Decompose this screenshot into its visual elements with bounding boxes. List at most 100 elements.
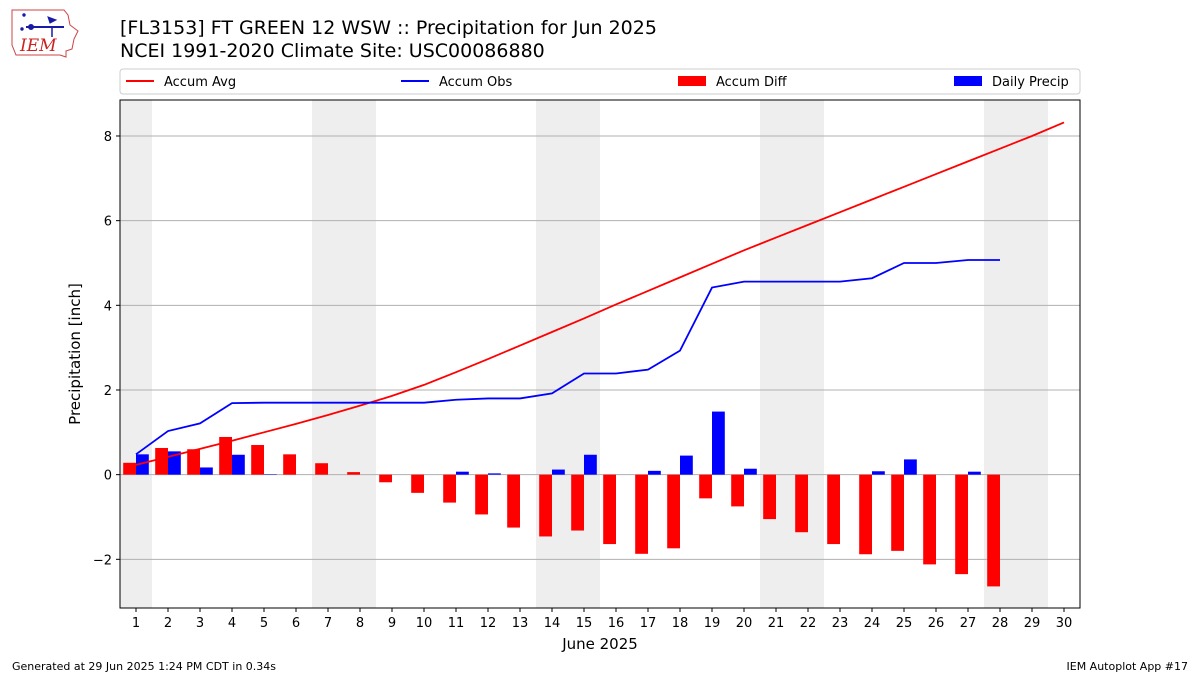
x-tick-label: 11 <box>448 616 465 631</box>
accum-diff-bar-day-7 <box>315 463 328 475</box>
accum-diff-bar-day-24 <box>859 474 872 555</box>
daily-precip-bar-day-25 <box>904 459 917 475</box>
daily-precip-bar-day-14 <box>552 469 565 475</box>
daily-precip-bar-day-19 <box>712 411 725 475</box>
accum-avg-line <box>135 121 1065 466</box>
plot-frame <box>119 99 1081 609</box>
accum-diff-bar-day-12 <box>475 474 488 515</box>
accum-diff-bar-day-18 <box>667 474 680 549</box>
x-tick-label: 4 <box>228 616 236 631</box>
x-tick-label: 17 <box>640 616 657 631</box>
x-tick-label: 27 <box>960 616 977 631</box>
x-tick-label: 30 <box>1056 616 1073 631</box>
legend-swatch-accum-diff <box>678 76 706 86</box>
accum-diff-bar-day-19 <box>699 474 712 499</box>
daily-precip-bar-day-18 <box>680 455 693 475</box>
x-tick-label: 7 <box>324 616 332 631</box>
daily-precip-bar-day-11 <box>456 471 469 475</box>
accum-diff-bar-day-25 <box>891 474 904 551</box>
daily-precip-bar-day-1 <box>136 454 149 475</box>
chart-title: [FL3153] FT GREEN 12 WSW :: Precipitatio… <box>120 17 657 39</box>
x-tick-label: 13 <box>512 616 529 631</box>
accum-diff-bar-day-16 <box>603 474 616 545</box>
x-tick-label: 12 <box>480 616 497 631</box>
x-tick-label: 24 <box>864 616 881 631</box>
x-tick-label: 25 <box>896 616 913 631</box>
x-tick-label: 6 <box>292 616 300 631</box>
accum-diff-bar-day-4 <box>219 436 232 475</box>
x-tick-label: 21 <box>768 616 785 631</box>
logo-text: IEM <box>19 36 57 56</box>
accum-diff-bar-day-10 <box>411 474 424 493</box>
accum-diff-bar-day-13 <box>507 474 520 528</box>
y-tick-label: 8 <box>104 130 112 145</box>
y-tick-label: 0 <box>104 469 112 484</box>
daily-precip-bar-day-3 <box>200 467 213 475</box>
x-tick-label: 8 <box>356 616 364 631</box>
y-tick-label: 4 <box>104 299 112 314</box>
y-axis-title: Precipitation [inch] <box>66 283 84 425</box>
x-tick-label: 5 <box>260 616 268 631</box>
weekend-shade-4 <box>760 100 824 608</box>
accum-obs-line <box>135 259 1000 456</box>
x-tick-label: 28 <box>992 616 1009 631</box>
x-tick-label: 23 <box>832 616 849 631</box>
x-tick-label: 16 <box>608 616 625 631</box>
generated-timestamp: Generated at 29 Jun 2025 1:24 PM CDT in … <box>12 660 277 673</box>
accum-diff-bar-day-11 <box>443 474 456 503</box>
x-tick-label: 29 <box>1024 616 1041 631</box>
daily-precip-bar-day-15 <box>584 454 597 475</box>
accum-diff-bar-day-20 <box>731 474 744 507</box>
accum-diff-bar-day-15 <box>571 474 584 531</box>
accum-diff-bar-day-3 <box>187 449 200 475</box>
x-tick-label: 3 <box>196 616 204 631</box>
accum-diff-bar-day-6 <box>283 454 296 475</box>
app-label: IEM Autoplot App #17 <box>1066 660 1189 673</box>
accum-diff-bar-day-8 <box>347 472 360 475</box>
chart-subtitle: NCEI 1991-2020 Climate Site: USC00086880 <box>120 40 545 62</box>
legend: Accum Avg Accum Obs Accum Diff Daily Pre… <box>119 68 1081 95</box>
accum-diff-bar-day-1 <box>123 462 136 475</box>
x-tick-label: 26 <box>928 616 945 631</box>
x-tick-label: 18 <box>672 616 689 631</box>
daily-precip-bar-day-20 <box>744 468 757 475</box>
x-tick-label: 20 <box>736 616 753 631</box>
y-tick-label: 6 <box>104 215 112 230</box>
iowa-outline-icon <box>11 9 79 58</box>
x-tick-label: 9 <box>388 616 396 631</box>
x-tick-label: 22 <box>800 616 817 631</box>
accum-diff-bar-day-5 <box>251 445 264 475</box>
accum-diff-bar-day-2 <box>155 447 168 475</box>
y-tick-label: 2 <box>104 384 112 399</box>
x-tick-label: 14 <box>544 616 561 631</box>
legend-label-accum-avg: Accum Avg <box>164 75 236 90</box>
y-gridlines <box>120 135 1080 560</box>
daily-precip-bar-day-2 <box>168 451 181 475</box>
daily-precip-bar-day-4 <box>232 454 245 475</box>
accum-diff-bar-day-14 <box>539 474 552 537</box>
x-tick-label: 1 <box>132 616 140 631</box>
accum-diff-bar-day-26 <box>923 474 936 565</box>
accum-diff-bar-day-28 <box>987 474 1000 587</box>
x-tick-label: 2 <box>164 616 172 631</box>
weekend-shade-1 <box>120 100 152 608</box>
x-axis-title: June 2025 <box>561 635 638 653</box>
x-tick-label: 10 <box>416 616 433 631</box>
weather-instrument-icon <box>20 13 64 37</box>
accum-diff-bar-day-22 <box>795 474 808 533</box>
accum-diff-bar-day-23 <box>827 474 840 545</box>
daily-precip-bar-day-12 <box>488 473 501 475</box>
x-tick-label: 15 <box>576 616 593 631</box>
daily-precip-bar-day-24 <box>872 471 885 475</box>
x-tick-label: 19 <box>704 616 721 631</box>
legend-box <box>119 68 1081 95</box>
daily-precip-bar-day-27 <box>968 471 981 475</box>
accum-diff-bar-day-17 <box>635 474 648 554</box>
daily-precip-bar-day-17 <box>648 470 661 475</box>
weekend-shade-2 <box>312 100 376 608</box>
accum-diff-bar-day-9 <box>379 474 392 483</box>
iem-logo: IEM <box>11 9 79 58</box>
bar-marks <box>123 411 1000 587</box>
y-tick-label: −2 <box>93 553 112 568</box>
